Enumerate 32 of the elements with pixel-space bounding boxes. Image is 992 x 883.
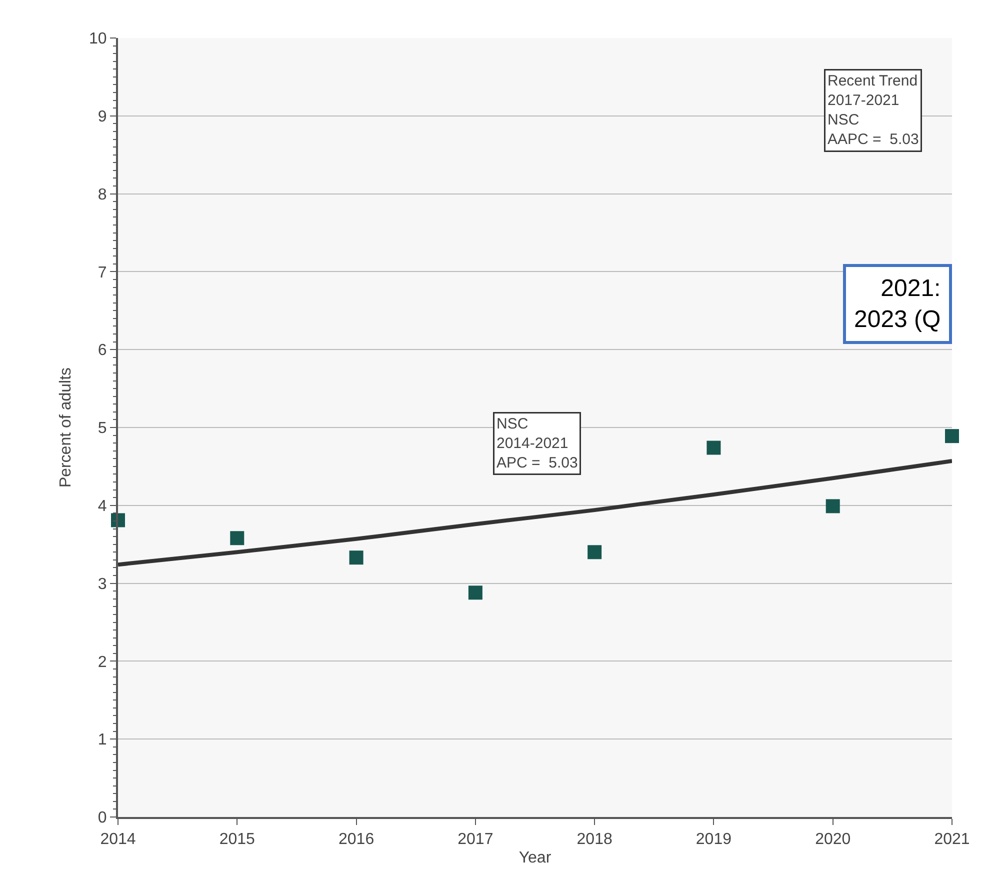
x-tick-label: 2019 xyxy=(696,831,732,848)
point xyxy=(588,545,602,560)
point xyxy=(230,531,244,546)
annotation: Recent Trend 2017-2021 NSC AAPC = 5.03 xyxy=(828,72,919,148)
point xyxy=(945,429,959,444)
point xyxy=(706,440,721,455)
point xyxy=(468,586,482,600)
y-tick-label: 0 xyxy=(98,810,107,827)
y-tick-label: 6 xyxy=(98,342,107,360)
y-tick-label: 7 xyxy=(98,264,107,282)
y-tick-label: 10 xyxy=(89,30,107,48)
y-tick-label: 2 xyxy=(98,654,107,671)
y-axis-title: Percent of adults xyxy=(57,367,74,488)
x-tick-label: 2017 xyxy=(458,831,494,848)
x-tick-label: 2015 xyxy=(219,831,256,848)
y-tick-label: 1 xyxy=(98,732,107,749)
point xyxy=(349,550,364,565)
x-tick-label: 2021 xyxy=(934,831,970,848)
annotation: NSC 2014-2021 APC = 5.03 xyxy=(496,416,578,472)
point xyxy=(826,499,840,514)
x-tick-label: 2014 xyxy=(100,831,136,848)
x-tick-label: 2020 xyxy=(815,831,851,848)
x-axis-title: Year xyxy=(518,849,552,866)
annotation: 2021: 2023 (Q xyxy=(854,275,941,334)
y-tick-label: 5 xyxy=(98,420,107,438)
y-tick-label: 3 xyxy=(98,576,107,593)
x-tick-label: 2016 xyxy=(338,831,374,848)
y-tick-label: 9 xyxy=(98,108,107,126)
y-tick-label: 4 xyxy=(98,498,107,515)
y-tick-label: 8 xyxy=(98,186,107,204)
x-tick-label: 2018 xyxy=(576,831,612,848)
line-series xyxy=(118,459,952,567)
